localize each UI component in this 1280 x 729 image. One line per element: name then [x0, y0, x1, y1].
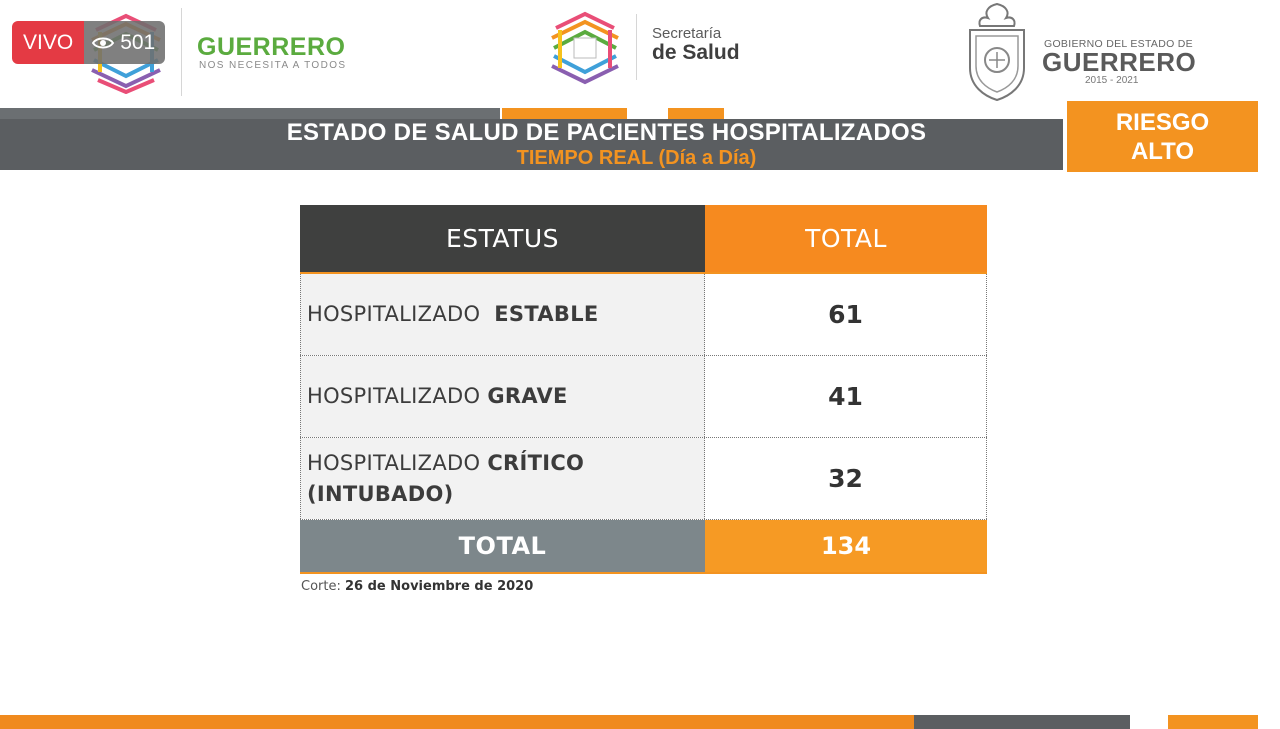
live-badge: VIVO 501: [12, 21, 166, 64]
row-prefix: HOSPITALIZADO: [307, 302, 488, 326]
state-shield-icon: [969, 2, 1025, 102]
row-prefix: HOSPITALIZADO: [307, 384, 481, 408]
ministry-line1: Secretaría: [652, 25, 722, 42]
risk-line2: ALTO: [1130, 138, 1195, 165]
footer-label: TOTAL: [300, 520, 705, 572]
status-table: ESTATUS TOTAL HOSPITALIZADO ESTABLE 61 H…: [300, 205, 987, 574]
footer-bar-orange: [0, 715, 914, 729]
viewer-count: 501: [84, 21, 166, 64]
table-row: HOSPITALIZADO GRAVE 41: [300, 356, 987, 438]
page-subtitle: TIEMPO REAL (Día a Día): [516, 147, 757, 169]
row-total: 32: [705, 438, 987, 519]
table-header: ESTATUS TOTAL: [300, 205, 987, 272]
row-status-label: CRÍTICO: [487, 450, 585, 475]
row-status-label: GRAVE: [487, 384, 568, 408]
brand-tagline: NOS NECESITA A TODOS: [199, 60, 347, 71]
footer-total: 134: [705, 520, 987, 572]
brand-title: GUERRERO: [197, 33, 346, 61]
footer-bar-gray: [914, 715, 1130, 729]
row-status-label: ESTABLE: [494, 302, 599, 326]
row-status: HOSPITALIZADO CRÍTICO (INTUBADO): [300, 438, 705, 519]
table-footer: TOTAL 134: [300, 520, 987, 572]
row-prefix: HOSPITALIZADO: [307, 450, 481, 475]
cutoff-label: Corte:: [301, 579, 341, 594]
salud-logo-icon: [551, 11, 619, 85]
eye-icon: [92, 37, 115, 48]
row-total: 41: [705, 356, 987, 437]
header-underline: [300, 272, 987, 274]
footer-bar-orange-small: [1168, 715, 1258, 729]
title-banner: [0, 119, 1063, 170]
risk-badge: RIESGO ALTO: [1067, 101, 1258, 172]
banner-strip-gray: [0, 108, 500, 119]
ministry-divider: [636, 14, 637, 80]
cutoff-date: 26 de Noviembre de 2020: [345, 579, 534, 594]
header-status: ESTATUS: [300, 205, 705, 272]
row-total: 61: [705, 274, 987, 355]
row-status: HOSPITALIZADO GRAVE: [300, 356, 705, 437]
row-status-suffix: (INTUBADO): [307, 481, 454, 506]
table-row: HOSPITALIZADO CRÍTICO (INTUBADO) 32: [300, 438, 987, 520]
viewer-count-value: 501: [120, 31, 156, 54]
page-title: ESTADO DE SALUD DE PACIENTES HOSPITALIZA…: [286, 119, 927, 146]
ministry-line2: de Salud: [652, 41, 740, 64]
header-total: TOTAL: [705, 205, 987, 272]
gov-label-big: GUERRERO: [1042, 47, 1197, 77]
gov-years: 2015 - 2021: [1085, 75, 1139, 86]
footer-underline: [300, 572, 987, 574]
table-row: HOSPITALIZADO ESTABLE 61: [300, 274, 987, 356]
banner-strip-orange: [502, 108, 627, 119]
banner-strip-orange-small: [668, 108, 724, 119]
cutoff-note: Corte: 26 de Noviembre de 2020: [301, 579, 533, 594]
live-label: VIVO: [12, 21, 85, 64]
gov-label-small: GOBIERNO DEL ESTADO DE: [1044, 38, 1193, 50]
header-divider: [181, 8, 182, 96]
risk-line1: RIESGO: [1115, 109, 1210, 136]
row-status: HOSPITALIZADO ESTABLE: [300, 274, 705, 355]
